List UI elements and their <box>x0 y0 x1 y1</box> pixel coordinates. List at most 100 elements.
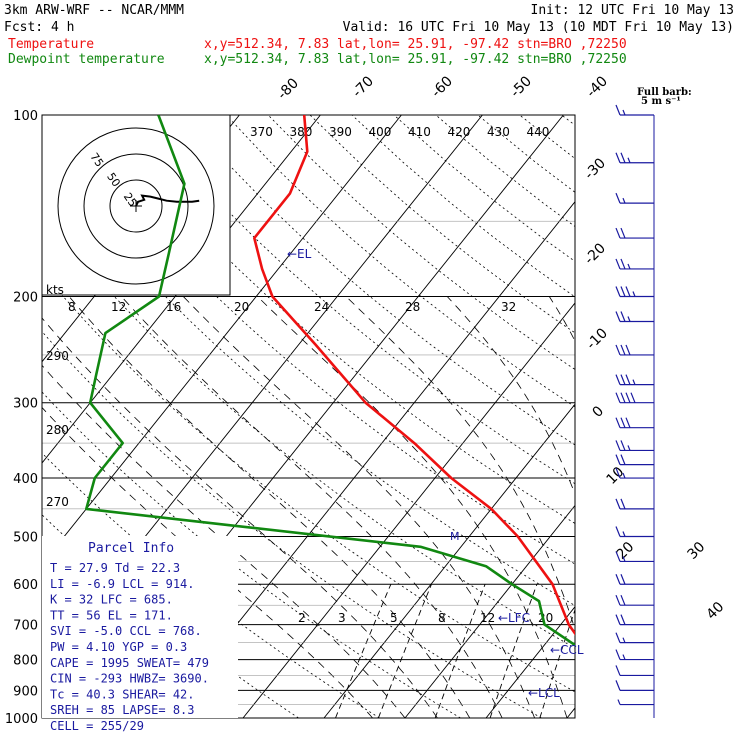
wind-barb-flag <box>615 467 621 479</box>
wind-barb-flag <box>620 454 626 465</box>
wind-barb-flag <box>615 498 621 510</box>
wind-barb <box>615 286 654 298</box>
wind-barb-flag <box>625 344 631 356</box>
wind-barb-flag <box>620 152 626 163</box>
wind-barb-flag <box>620 614 626 625</box>
hodograph-ring <box>57 127 215 285</box>
parcel-info-row: PW = 4.10 YGP = 0.3 <box>50 640 187 654</box>
wind-barb <box>615 614 654 626</box>
isotherm-right-label: 0 <box>590 403 608 421</box>
parcel-info-row: SVI = -5.0 CCL = 768. <box>50 624 202 638</box>
wind-barb-half <box>632 379 636 385</box>
mixing-ratio-low-label: 2 <box>298 611 306 625</box>
wind-barb <box>615 227 654 239</box>
theta-left-label: 290 <box>46 349 69 363</box>
dry-adiabat <box>519 115 575 160</box>
wind-barb-flag <box>615 526 621 537</box>
wind-barb-half <box>622 556 626 562</box>
wind-barb-flag <box>615 614 621 625</box>
annotation-lfc: ←LFC <box>498 611 530 625</box>
temperature-legend-info: x,y=512.34, 7.83 lat,lon= 25.91, -97.42 … <box>204 37 627 52</box>
wind-barb-flag <box>615 594 621 606</box>
hodograph-units-label: kts <box>46 283 64 297</box>
hodograph-trace <box>135 194 200 207</box>
wind-barbs <box>615 104 655 718</box>
annotation-lcl: ←LCL <box>528 686 560 700</box>
barb-note-line1: Full barb: <box>637 87 692 98</box>
wind-barb-flag <box>620 227 626 239</box>
wind-barb-flag <box>615 665 621 676</box>
isotherm-line <box>729 115 740 718</box>
wind-barb <box>615 551 654 563</box>
theta-top-label: 370 <box>250 125 273 139</box>
temperature-legend-label: Temperature <box>8 37 94 52</box>
wind-barb <box>615 104 654 116</box>
wind-barb-flag <box>625 392 631 403</box>
parcel-info-row: Tc = 40.3 SHEAR= 42. <box>50 687 195 701</box>
pressure-label: 100 <box>13 109 38 124</box>
dry-adiabat <box>225 115 575 408</box>
wind-barb-half <box>622 637 626 643</box>
wind-barb <box>615 392 654 404</box>
valid-time: Valid: 16 UTC Fri 10 May 13 (10 MDT Fri … <box>343 20 734 35</box>
wind-barb <box>615 594 654 606</box>
mixing-ratio-line <box>434 584 486 718</box>
wind-barb-half <box>632 291 636 297</box>
isotherm-right-label: -30 <box>582 155 609 182</box>
isotherm-top-label: -60 <box>429 73 456 100</box>
mixing-ratio-line <box>335 584 392 718</box>
isotherm-line <box>323 403 575 718</box>
wind-barb-flag <box>615 417 621 428</box>
wind-barb-flag <box>620 417 626 428</box>
temperature-profile <box>253 115 575 636</box>
wind-barb-half <box>622 197 626 204</box>
wind-barb <box>615 680 654 692</box>
wind-barb <box>615 152 654 164</box>
wind-barb <box>615 344 654 356</box>
wind-barb-half <box>627 263 631 270</box>
isotherm-top-label: -80 <box>275 75 302 102</box>
moist-adiabat <box>42 317 438 718</box>
isotherm-right-label: -20 <box>582 240 609 267</box>
wind-barb-flag <box>615 227 621 239</box>
pressure-label: 300 <box>13 397 38 412</box>
pressure-label: 700 <box>13 619 38 634</box>
parcel-info-box: Parcel Info T = 27.9 Td = 22.3 LI = -6.9 … <box>42 536 238 733</box>
wind-barb-flag <box>615 311 621 322</box>
isotherm-line <box>648 115 740 718</box>
dewpoint-legend-label: Dewpoint temperature <box>8 52 165 67</box>
wind-barb <box>615 574 654 585</box>
wind-barb-flag <box>615 104 621 116</box>
wind-barb-flag <box>625 374 631 385</box>
wind-barb-flag <box>620 258 626 270</box>
dry-adiabat <box>435 115 575 228</box>
wind-barb <box>615 311 654 323</box>
wind-barb <box>615 665 654 677</box>
wind-barb-flag <box>615 454 621 465</box>
pressure-label: 800 <box>13 654 38 669</box>
parcel-info-row: CAPE = 1995 SWEAT= 479 <box>50 656 209 670</box>
wind-barb-half <box>622 472 626 479</box>
mixing-ratio-top-label: 12 <box>111 300 126 314</box>
isotherm-right-label: -10 <box>584 325 611 352</box>
wind-barb-half <box>627 316 631 322</box>
moist-adiabat <box>638 297 697 719</box>
wind-barb <box>615 454 654 466</box>
pressure-label: 1000 <box>5 712 38 727</box>
theta-top-label: 430 <box>487 125 510 139</box>
wind-barb-flag <box>615 374 621 385</box>
barb-note-line2: 5 m s⁻¹ <box>641 96 681 107</box>
wind-barb-half <box>622 109 626 116</box>
wind-barb <box>615 417 654 429</box>
wind-barb <box>615 498 654 510</box>
mixing-ratio-low-label: 3 <box>338 611 346 625</box>
mixing-ratio-top-label: 32 <box>501 300 516 314</box>
wind-barb-flag <box>620 594 626 606</box>
model-title: 3km ARW-WRF -- NCAR/MMM <box>4 3 184 18</box>
pressure-label: 500 <box>13 530 38 545</box>
wind-barb-flag <box>625 286 631 297</box>
wind-barb-flag <box>625 417 631 428</box>
wind-barb <box>615 649 654 661</box>
dry-adiabat <box>393 115 575 262</box>
